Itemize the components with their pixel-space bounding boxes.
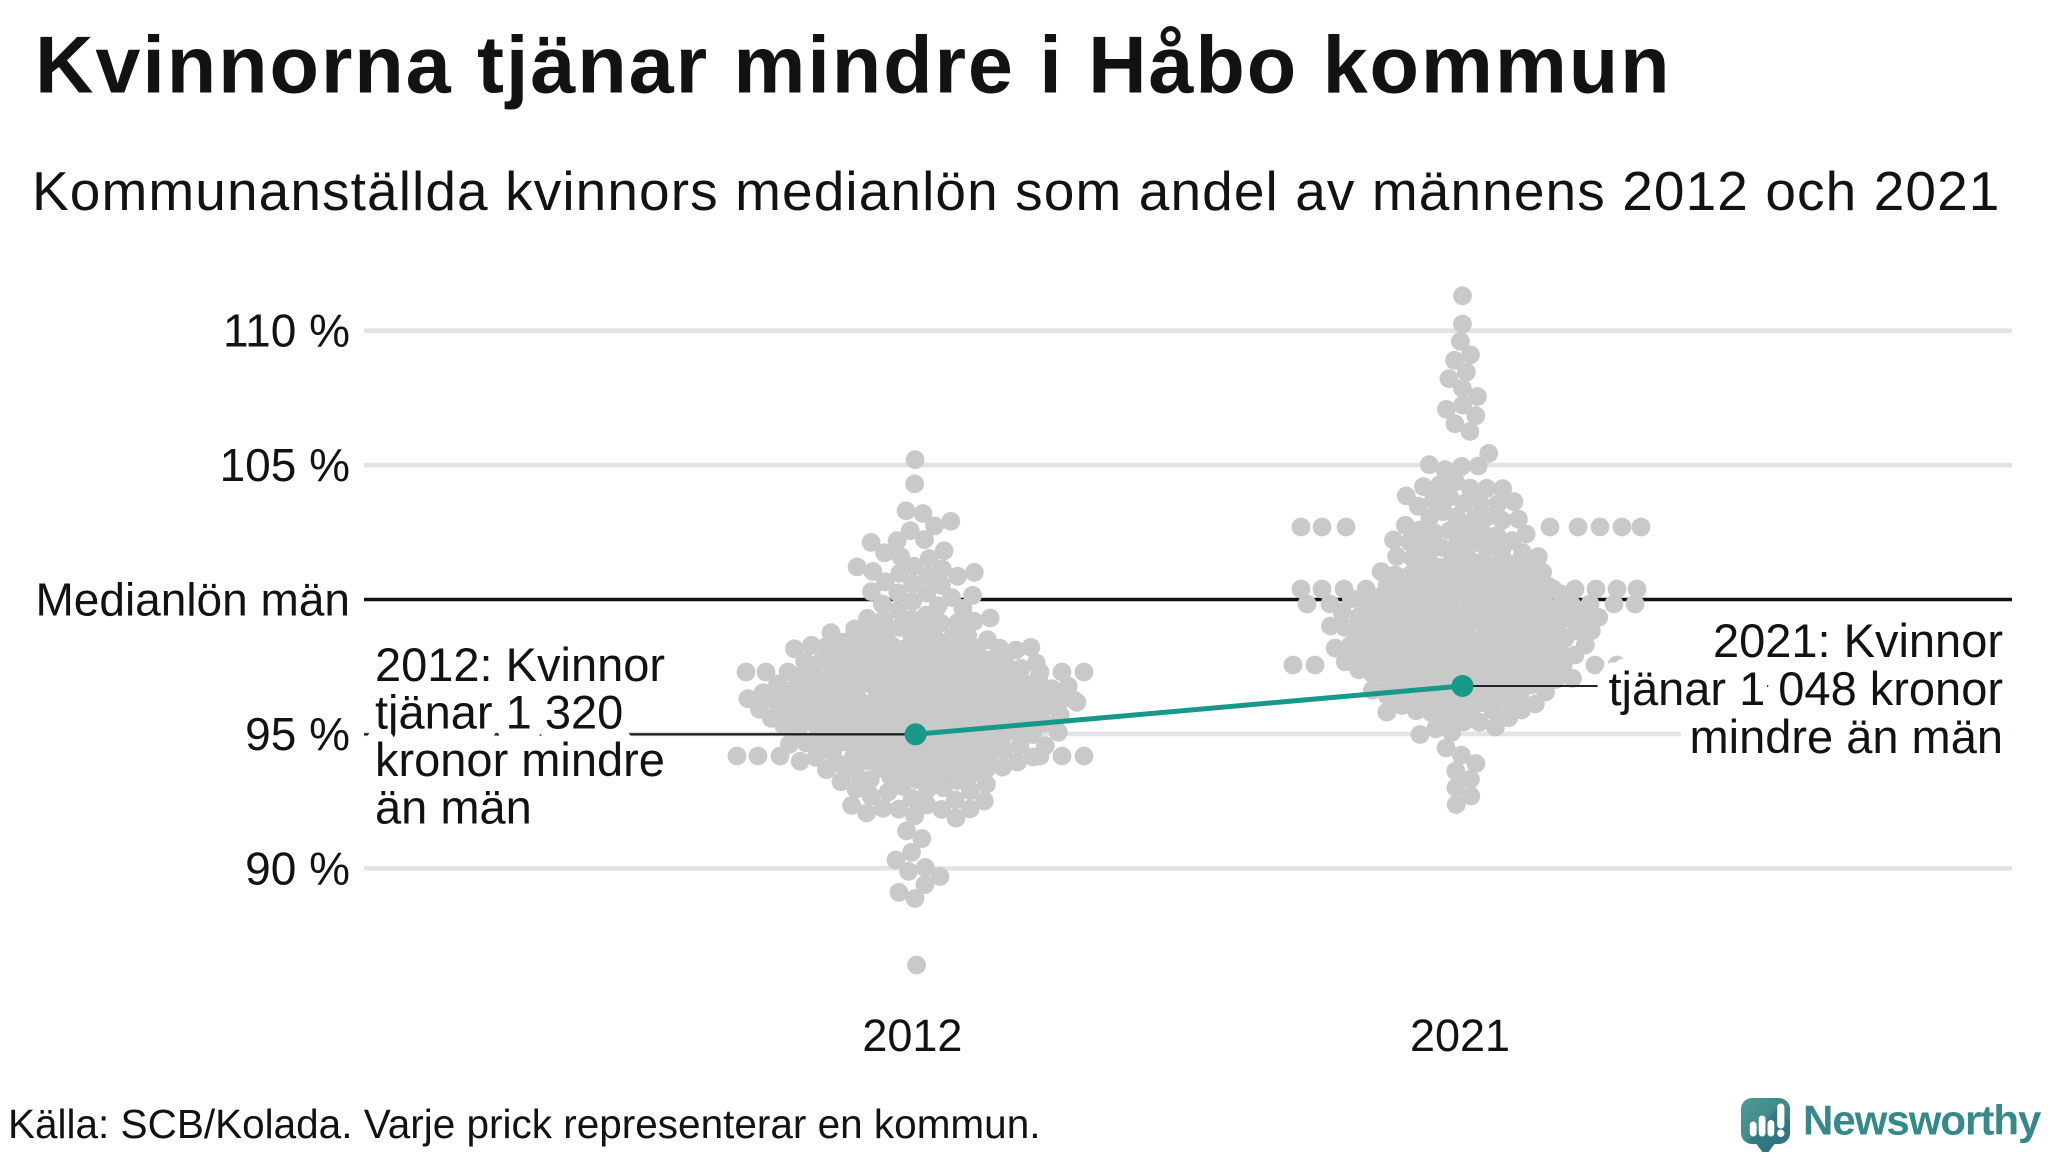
- svg-text:95 %: 95 %: [245, 708, 350, 760]
- svg-text:2021: 2021: [1410, 1010, 1510, 1061]
- svg-text:kronor mindre: kronor mindre: [375, 733, 665, 786]
- svg-text:Medianlön män: Medianlön män: [35, 574, 350, 626]
- svg-text:Newsworthy: Newsworthy: [1803, 1097, 2042, 1144]
- svg-text:Kvinnorna tjänar mindre i Håbo: Kvinnorna tjänar mindre i Håbo kommun: [35, 21, 1672, 111]
- svg-text:mindre än män: mindre än män: [1690, 710, 2004, 763]
- svg-text:tjänar 1 048 kronor: tjänar 1 048 kronor: [1608, 662, 2003, 715]
- svg-text:tjänar 1 320: tjänar 1 320: [375, 686, 623, 739]
- svg-text:Kommunanställda kvinnors media: Kommunanställda kvinnors medianlön som a…: [32, 160, 2000, 222]
- svg-text:än män: än män: [375, 781, 532, 834]
- svg-text:2012: 2012: [862, 1010, 962, 1061]
- svg-text:110 %: 110 %: [223, 305, 350, 357]
- svg-text:105 %: 105 %: [220, 439, 350, 491]
- svg-text:90 %: 90 %: [245, 842, 350, 894]
- svg-text:2021: Kvinnor: 2021: Kvinnor: [1713, 614, 2003, 667]
- svg-text:2012: Kvinnor: 2012: Kvinnor: [375, 638, 665, 691]
- svg-text:Källa: SCB/Kolada. Varje prick: Källa: SCB/Kolada. Varje prick represent…: [8, 1101, 1040, 1147]
